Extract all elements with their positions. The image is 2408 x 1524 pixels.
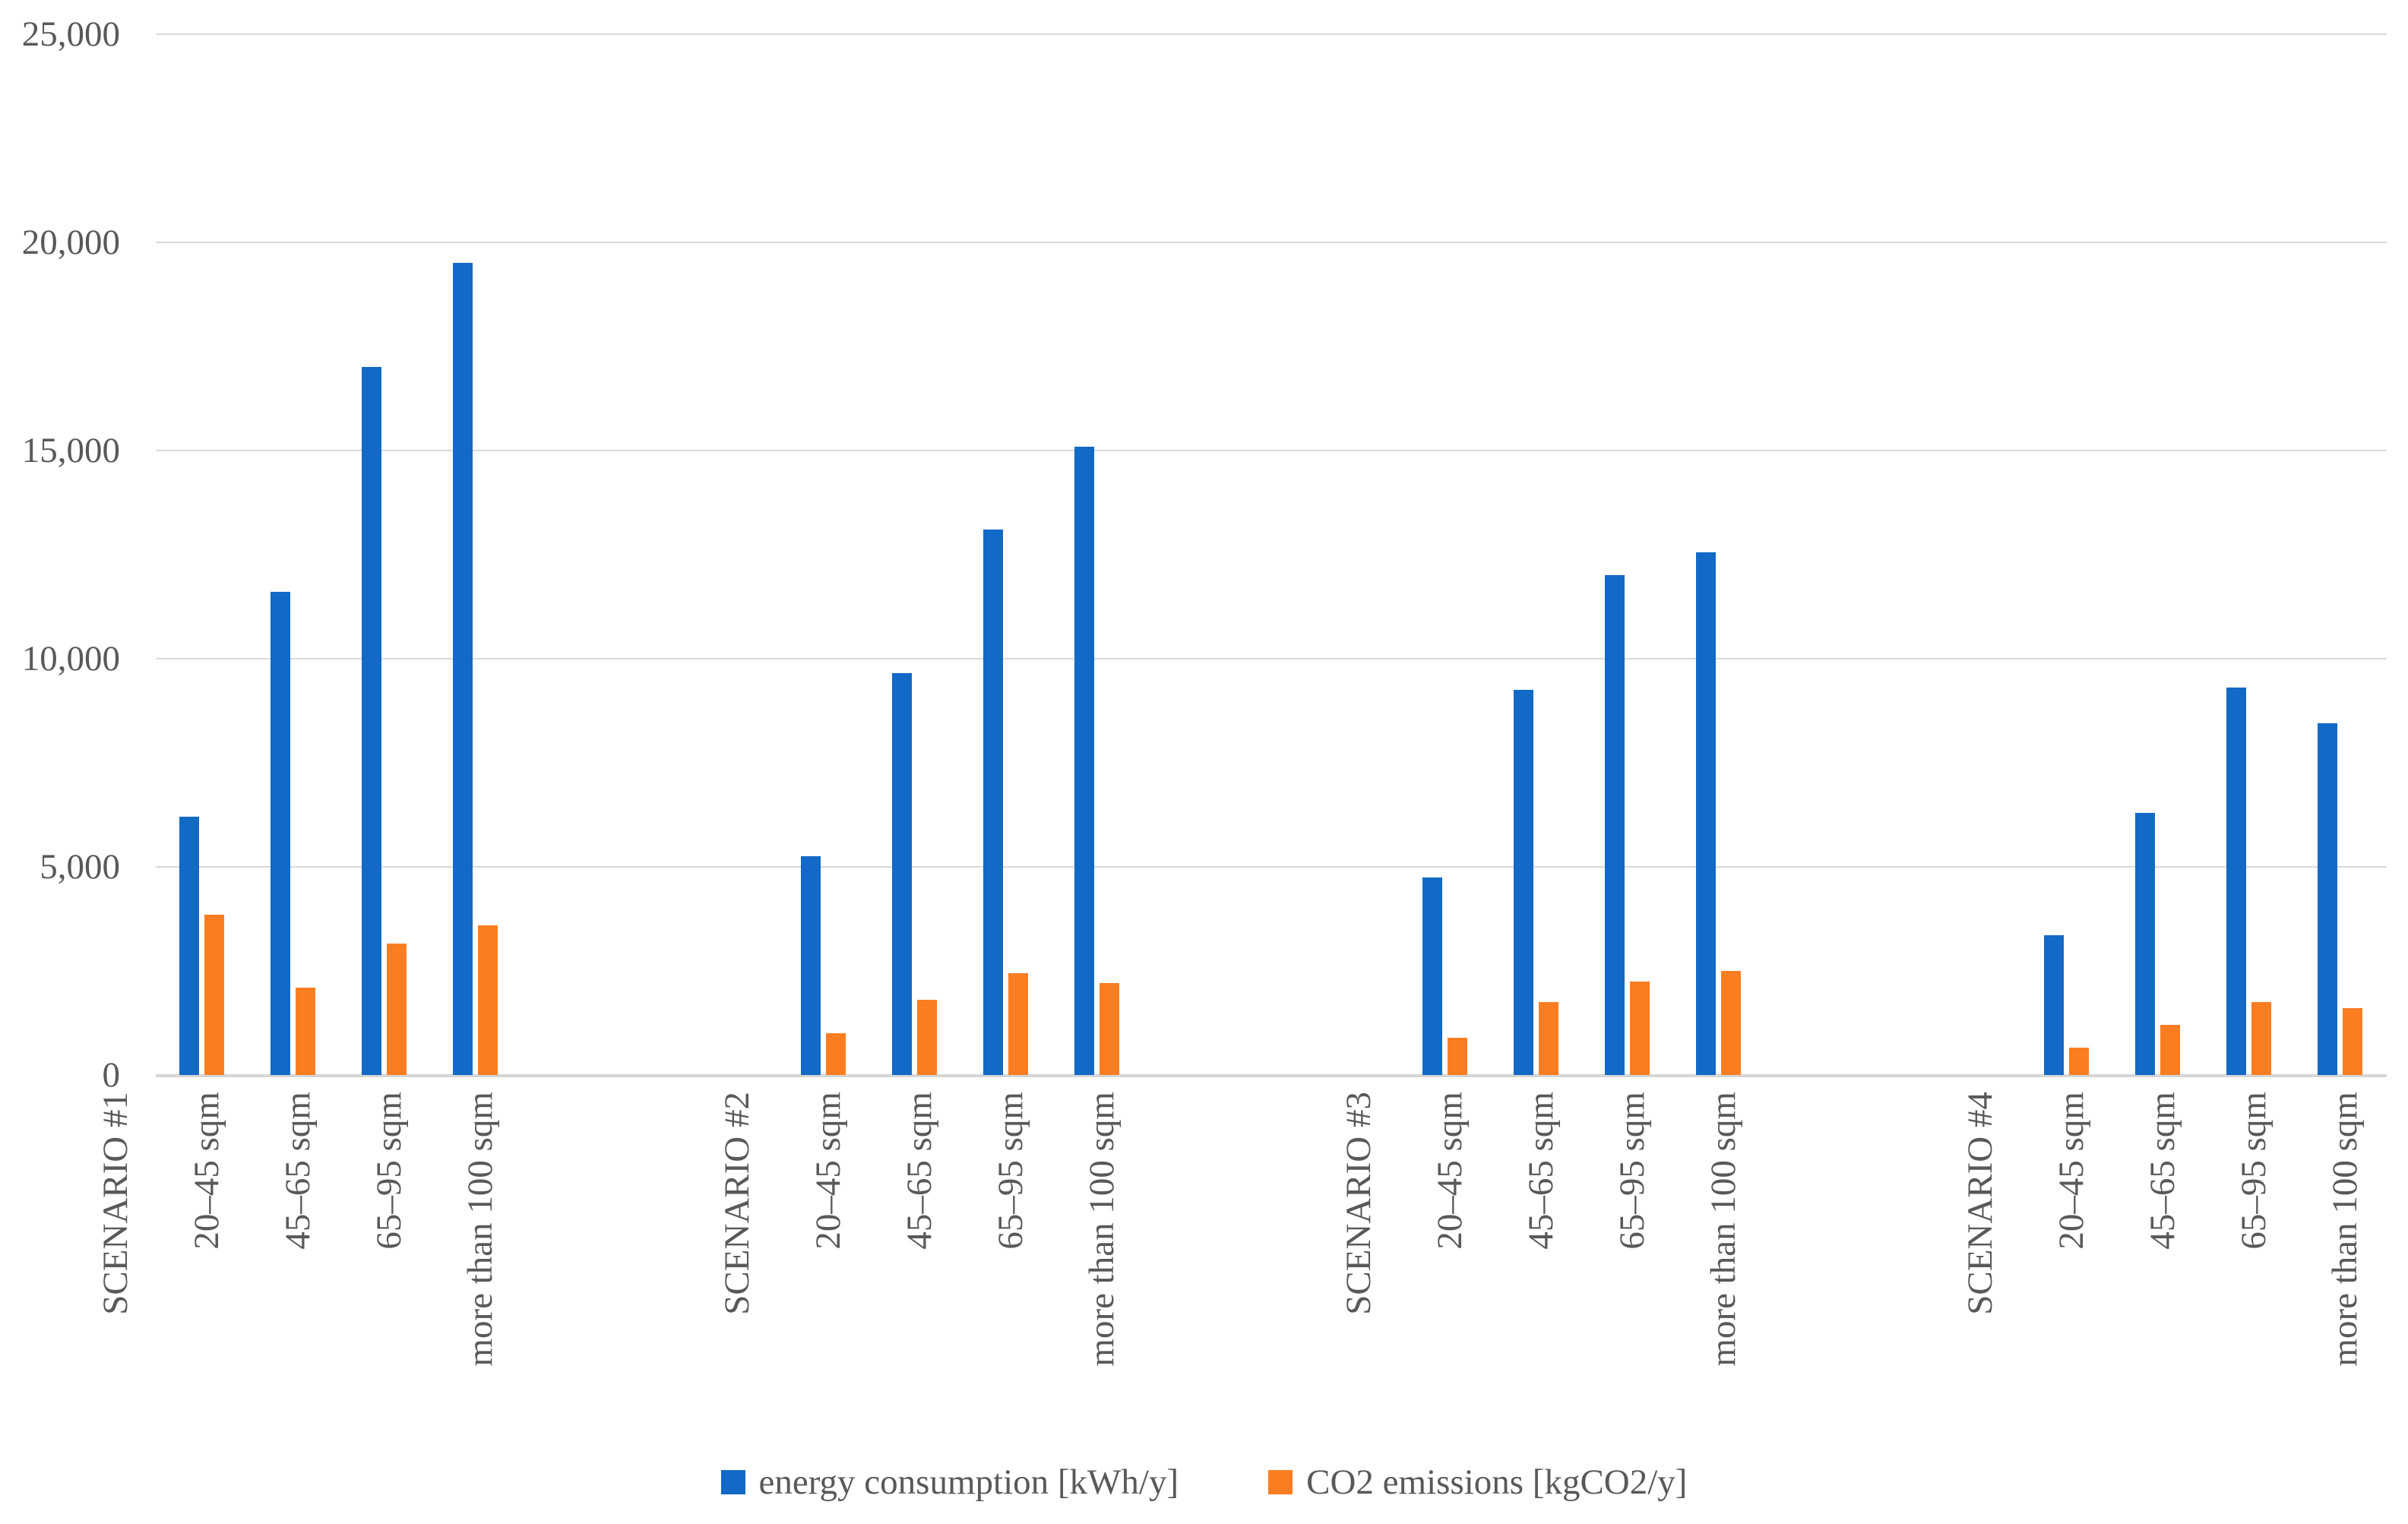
x-label-text: 20–45 sqm — [1430, 1092, 1470, 1250]
bar-energy-scenario1-45–65-sqm — [271, 592, 290, 1075]
x-label-s1-cat3: 65–95 sqm — [368, 1092, 410, 1472]
x-label-s2-cat2: 45–65 sqm — [898, 1092, 941, 1472]
x-label-text: more than 100 sqm — [1082, 1092, 1122, 1367]
y-tick-label-5,000: 5,000 — [40, 847, 120, 887]
bar-co2-scenario3-20–45-sqm — [1448, 1037, 1467, 1075]
x-label-text: 65–95 sqm — [369, 1092, 409, 1250]
bar-energy-scenario2-more-than-100-sqm — [1074, 446, 1094, 1075]
gridline-0 — [156, 1074, 2387, 1077]
gridline-20,000 — [156, 242, 2387, 243]
legend: energy consumption [kWh/y] CO2 emissions… — [0, 1456, 2408, 1509]
bar-co2-scenario1-more-than-100-sqm — [478, 925, 498, 1075]
x-label-text: 20–45 sqm — [2052, 1092, 2091, 1250]
bar-energy-scenario3-45–65-sqm — [1514, 690, 1533, 1075]
x-label-text: 20–45 sqm — [187, 1092, 226, 1250]
bar-energy-scenario3-more-than-100-sqm — [1696, 552, 1716, 1075]
x-label-s4-cat1: 20–45 sqm — [2050, 1092, 2093, 1472]
legend-item-co2: CO2 emissions [kgCO2/y] — [1268, 1462, 1687, 1503]
x-label-text: 45–65 sqm — [2143, 1092, 2182, 1250]
x-label-s2-cat4: more than 100 sqm — [1081, 1092, 1123, 1472]
y-tick-label-20,000: 20,000 — [21, 223, 120, 262]
x-label-s1-cat2: 45–65 sqm — [277, 1092, 319, 1472]
bar-energy-scenario1-20–45-sqm — [179, 817, 199, 1075]
x-label-s2-cat1: 20–45 sqm — [807, 1092, 850, 1472]
x-label-scenario-1: SCENARIO #1 — [94, 1092, 137, 1472]
bar-co2-scenario3-more-than-100-sqm — [1721, 971, 1741, 1075]
x-label-s3-cat4: more than 100 sqm — [1702, 1092, 1745, 1472]
bar-energy-scenario3-20–45-sqm — [1422, 877, 1442, 1075]
x-label-scenario-4: SCENARIO #4 — [1959, 1092, 2001, 1472]
x-label-s4-cat2: 45–65 sqm — [2141, 1092, 2184, 1472]
bar-co2-scenario2-20–45-sqm — [826, 1033, 846, 1075]
x-label-s3-cat1: 20–45 sqm — [1429, 1092, 1471, 1472]
x-label-text: SCENARIO #2 — [717, 1092, 757, 1315]
x-label-s1-cat4: more than 100 sqm — [459, 1092, 502, 1472]
bar-energy-scenario1-65–95-sqm — [362, 367, 381, 1075]
x-label-text: SCENARIO #3 — [1339, 1092, 1378, 1315]
bar-co2-scenario3-65–95-sqm — [1630, 981, 1650, 1075]
bar-co2-scenario2-65–95-sqm — [1008, 972, 1028, 1075]
y-tick-label-0: 0 — [102, 1055, 121, 1095]
x-label-text: more than 100 sqm — [2325, 1092, 2365, 1367]
x-label-s2-cat3: 65–95 sqm — [989, 1092, 1032, 1472]
y-tick-label-15,000: 15,000 — [21, 431, 120, 470]
bar-co2-scenario3-45–65-sqm — [1539, 1002, 1558, 1075]
bar-energy-scenario4-more-than-100-sqm — [2318, 722, 2337, 1075]
bar-co2-scenario4-45–65-sqm — [2160, 1025, 2180, 1075]
co2-series-swatch — [1268, 1470, 1293, 1494]
gridline-5,000 — [156, 866, 2387, 868]
x-label-s4-cat3: 65–95 sqm — [2232, 1092, 2275, 1472]
x-label-s3-cat2: 45–65 sqm — [1520, 1092, 1562, 1472]
y-tick-label-25,000: 25,000 — [21, 14, 120, 54]
x-label-s1-cat1: 20–45 sqm — [185, 1092, 228, 1472]
bar-co2-scenario1-20–45-sqm — [204, 915, 224, 1075]
x-label-text: 65–95 sqm — [2234, 1092, 2274, 1250]
x-label-text: more than 100 sqm — [1704, 1092, 1743, 1367]
x-label-text: 45–65 sqm — [278, 1092, 318, 1250]
bar-co2-scenario2-more-than-100-sqm — [1100, 983, 1119, 1075]
x-label-text: more than 100 sqm — [460, 1092, 500, 1367]
bar-energy-scenario3-65–95-sqm — [1605, 575, 1625, 1075]
x-label-text: 65–95 sqm — [991, 1092, 1030, 1250]
bar-energy-scenario4-45–65-sqm — [2135, 812, 2155, 1075]
bar-co2-scenario1-65–95-sqm — [387, 944, 407, 1075]
bar-energy-scenario2-20–45-sqm — [801, 856, 821, 1075]
legend-label-co2: CO2 emissions [kgCO2/y] — [1306, 1462, 1688, 1502]
x-label-text: SCENARIO #1 — [96, 1092, 135, 1315]
bar-energy-scenario4-65–95-sqm — [2226, 688, 2246, 1075]
x-label-scenario-2: SCENARIO #2 — [716, 1092, 758, 1472]
bar-energy-scenario2-45–65-sqm — [892, 673, 912, 1075]
legend-item-energy: energy consumption [kWh/y] — [720, 1462, 1179, 1503]
bar-co2-scenario1-45–65-sqm — [296, 987, 315, 1075]
bar-energy-scenario1-more-than-100-sqm — [453, 263, 473, 1075]
x-label-text: SCENARIO #4 — [1960, 1092, 2000, 1315]
legend-label-energy: energy consumption [kWh/y] — [758, 1462, 1179, 1502]
x-label-text: 45–65 sqm — [900, 1092, 939, 1250]
energy-series-swatch — [720, 1470, 745, 1494]
bar-co2-scenario4-65–95-sqm — [2251, 1002, 2271, 1075]
x-label-text: 20–45 sqm — [808, 1092, 848, 1250]
gridline-25,000 — [156, 33, 2387, 35]
x-label-s3-cat3: 65–95 sqm — [1611, 1092, 1653, 1472]
x-label-text: 45–65 sqm — [1521, 1092, 1561, 1250]
bar-co2-scenario4-more-than-100-sqm — [2343, 1008, 2362, 1075]
bar-co2-scenario4-20–45-sqm — [2069, 1048, 2089, 1075]
x-label-s4-cat4: more than 100 sqm — [2324, 1092, 2366, 1472]
gridline-10,000 — [156, 658, 2387, 659]
gridline-15,000 — [156, 450, 2387, 451]
y-tick-label-10,000: 10,000 — [21, 639, 120, 678]
bar-co2-scenario2-45–65-sqm — [917, 1000, 937, 1075]
bar-energy-scenario2-65–95-sqm — [983, 530, 1003, 1075]
bar-energy-scenario4-20–45-sqm — [2044, 935, 2064, 1075]
x-label-scenario-3: SCENARIO #3 — [1337, 1092, 1380, 1472]
x-label-text: 65–95 sqm — [1612, 1092, 1652, 1250]
